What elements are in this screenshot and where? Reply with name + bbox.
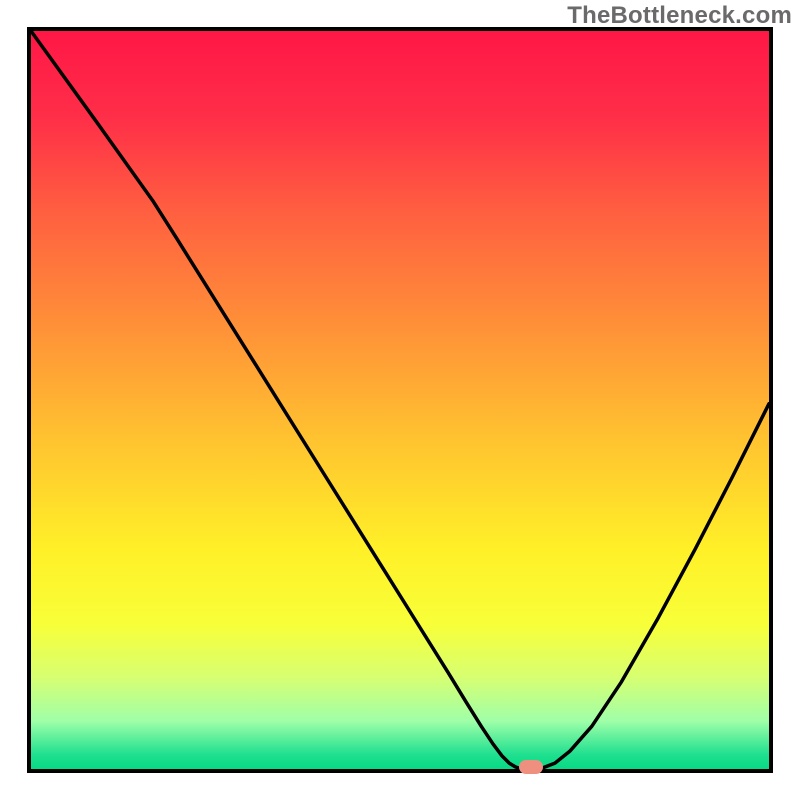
- curve-path: [31, 31, 769, 769]
- chart-frame: TheBottleneck.com: [0, 0, 800, 800]
- optimal-point-marker: [519, 760, 543, 774]
- bottleneck-curve: [27, 27, 773, 773]
- marker-shape: [519, 760, 543, 774]
- watermark-text: TheBottleneck.com: [567, 2, 792, 30]
